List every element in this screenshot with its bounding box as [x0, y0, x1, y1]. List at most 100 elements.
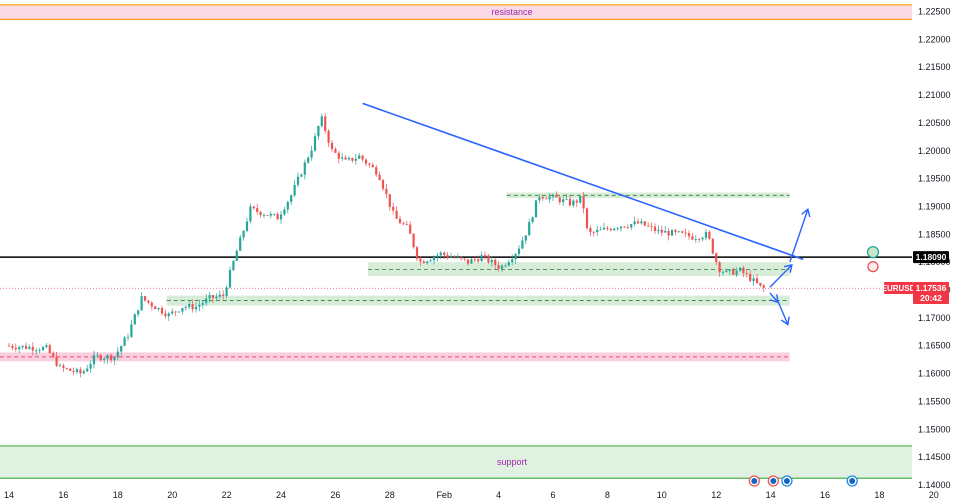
candle-body	[701, 237, 704, 240]
candle-body	[18, 347, 21, 350]
candle-body	[507, 262, 510, 266]
reference-level-value: 1.18090	[916, 252, 947, 262]
price-tick-label: 1.20000	[918, 146, 951, 156]
candle-body	[616, 228, 619, 229]
candle-body	[759, 283, 762, 286]
projection-arrow-up	[789, 209, 809, 263]
drawing-tools	[362, 102, 880, 326]
economic-event-flag-icon	[849, 478, 856, 484]
candle-body	[208, 295, 211, 299]
price-axis[interactable]: 1.22500 1.22000 1.21500 1.21000 1.20500 1.200…	[882, 7, 951, 490]
candle-body	[439, 252, 442, 256]
price-tick-label: 1.18500	[918, 229, 951, 239]
candle-body	[154, 306, 157, 310]
candle-body	[334, 149, 337, 153]
candle-body	[582, 196, 585, 209]
candle-body	[259, 211, 262, 216]
candle-body	[585, 208, 589, 229]
candle-body	[130, 324, 133, 337]
candle-body	[324, 116, 327, 131]
candle-body	[368, 163, 371, 165]
event-markers[interactable]	[748, 475, 858, 487]
candle-body	[354, 158, 357, 161]
candle-body	[177, 311, 181, 313]
candle-body	[487, 255, 490, 263]
candle-body	[133, 314, 136, 325]
candle-body	[463, 258, 466, 260]
candle-body	[694, 239, 697, 240]
candle-body	[412, 233, 415, 248]
price-tick-label: 1.15500	[918, 396, 951, 406]
candle-body	[358, 155, 361, 159]
candle-body	[483, 255, 487, 257]
candle-body	[558, 197, 561, 203]
candle-body	[732, 269, 735, 275]
candle-body	[86, 368, 89, 372]
candle-body	[7, 345, 11, 347]
candle-body	[351, 157, 354, 161]
projection-arrow-down-leg1	[769, 292, 779, 303]
candle-body	[711, 238, 714, 254]
candle-body	[551, 194, 555, 197]
candle-body	[143, 296, 147, 301]
candle-body	[75, 369, 79, 373]
last-price-tag	[913, 281, 949, 304]
candle-body	[296, 176, 300, 185]
candle-body	[283, 209, 286, 215]
candle-body	[531, 217, 534, 223]
economic-event-flag-icon	[783, 478, 790, 484]
price-tick-label: 1.21000	[918, 90, 951, 100]
candle-body	[126, 336, 130, 338]
candle-body	[415, 247, 419, 259]
candle-body	[171, 311, 174, 314]
candle-body	[256, 208, 259, 212]
short-alert-icon[interactable]	[867, 260, 879, 273]
candle-body	[69, 368, 72, 371]
candle-body	[667, 231, 670, 236]
candle-body	[599, 229, 602, 231]
time-tick-label: 12	[711, 490, 721, 500]
symbol-label: EURUSD	[882, 284, 916, 293]
candle-body	[494, 259, 497, 266]
candle-body	[239, 237, 242, 251]
candle-body	[160, 307, 164, 314]
candle-body	[565, 198, 568, 200]
candle-body	[194, 306, 198, 310]
candle-body	[381, 180, 385, 189]
candle-body	[228, 270, 232, 288]
candle-body	[35, 350, 38, 352]
symbol-tag	[884, 281, 913, 294]
time-tick-label: 18	[874, 490, 884, 500]
candle-body	[24, 345, 28, 349]
price-tick-label: 1.19500	[918, 174, 951, 184]
candle-body	[674, 230, 677, 232]
price-tick-label: 1.16500	[918, 341, 951, 351]
candle-body	[745, 273, 748, 274]
candle-body	[643, 221, 646, 226]
time-tick-label: 16	[58, 490, 68, 500]
candle-body	[252, 206, 255, 209]
candle-body	[623, 226, 626, 228]
time-tick-label: 22	[222, 490, 232, 500]
candle-body	[215, 296, 218, 299]
time-axis[interactable]: 1416182022242628Feb468101214161820222426…	[4, 490, 958, 500]
candle-body	[269, 213, 272, 216]
candle-body	[45, 345, 48, 348]
candle-body	[596, 229, 599, 233]
candle-body	[528, 222, 531, 236]
candle-body	[140, 296, 143, 311]
candle-body	[449, 257, 453, 258]
candle-body	[262, 215, 266, 216]
price-tick-label: 1.16000	[918, 369, 951, 379]
long-alert-icon[interactable]	[866, 245, 880, 259]
candle-body	[188, 303, 191, 308]
time-tick-label: Feb	[436, 490, 452, 500]
price-tick-label: 1.19000	[918, 201, 951, 211]
candle-body	[749, 273, 752, 282]
candle-body	[320, 116, 323, 127]
candle-body	[436, 255, 439, 257]
candle-body	[82, 371, 85, 374]
horizontal-levels	[0, 256, 912, 289]
economic-event-flag-icon	[770, 478, 777, 484]
